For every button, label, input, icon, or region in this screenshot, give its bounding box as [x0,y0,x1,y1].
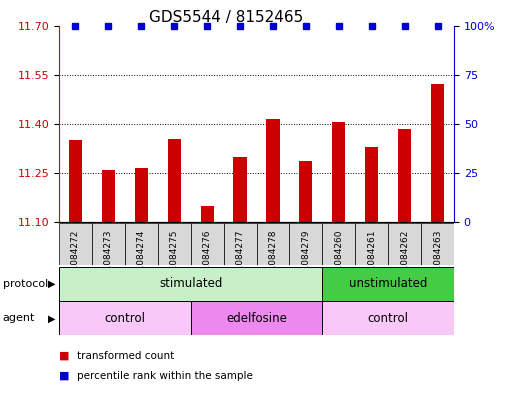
Bar [59,267,322,301]
Bar [388,223,421,265]
Text: GSM1084279: GSM1084279 [301,229,310,290]
Bar [322,267,454,301]
Text: GSM1084274: GSM1084274 [137,229,146,290]
Text: GSM1084273: GSM1084273 [104,229,113,290]
Text: transformed count: transformed count [77,351,174,361]
Text: control: control [104,312,145,325]
Bar [168,139,181,222]
Bar [398,129,411,222]
Bar [289,223,322,265]
Bar [355,223,388,265]
Bar [201,206,214,222]
Bar [191,301,322,335]
Text: edelfosine: edelfosine [226,312,287,325]
Bar [59,301,191,335]
Bar [233,156,247,222]
Text: agent: agent [3,313,35,323]
Bar [191,223,224,265]
Bar [299,162,312,222]
Bar [125,223,158,265]
Bar [92,223,125,265]
Bar [102,170,115,222]
Text: percentile rank within the sample: percentile rank within the sample [77,371,253,381]
Bar [421,223,454,265]
Text: ■: ■ [59,371,69,381]
Text: GSM1084278: GSM1084278 [268,229,278,290]
Bar [431,84,444,222]
Bar [158,223,191,265]
Bar [322,223,355,265]
Text: unstimulated: unstimulated [349,277,427,290]
Text: GSM1084263: GSM1084263 [433,229,442,290]
Bar [59,223,92,265]
Bar [365,147,378,222]
Text: ▶: ▶ [48,279,55,289]
Bar [322,301,454,335]
Text: GSM1084261: GSM1084261 [367,229,376,290]
Bar [224,223,256,265]
Text: GSM1084275: GSM1084275 [170,229,179,290]
Text: protocol: protocol [3,279,48,289]
Bar [256,223,289,265]
Text: GSM1084276: GSM1084276 [203,229,212,290]
Text: GSM1084277: GSM1084277 [235,229,245,290]
Text: GDS5544 / 8152465: GDS5544 / 8152465 [149,10,303,25]
Text: stimulated: stimulated [159,277,222,290]
Text: GSM1084272: GSM1084272 [71,229,80,290]
Text: ■: ■ [59,351,69,361]
Text: ▶: ▶ [48,313,55,323]
Bar [266,119,280,222]
Bar [135,168,148,222]
Bar [332,122,345,222]
Text: GSM1084262: GSM1084262 [400,229,409,290]
Bar [69,140,82,222]
Text: control: control [368,312,409,325]
Text: GSM1084260: GSM1084260 [334,229,343,290]
